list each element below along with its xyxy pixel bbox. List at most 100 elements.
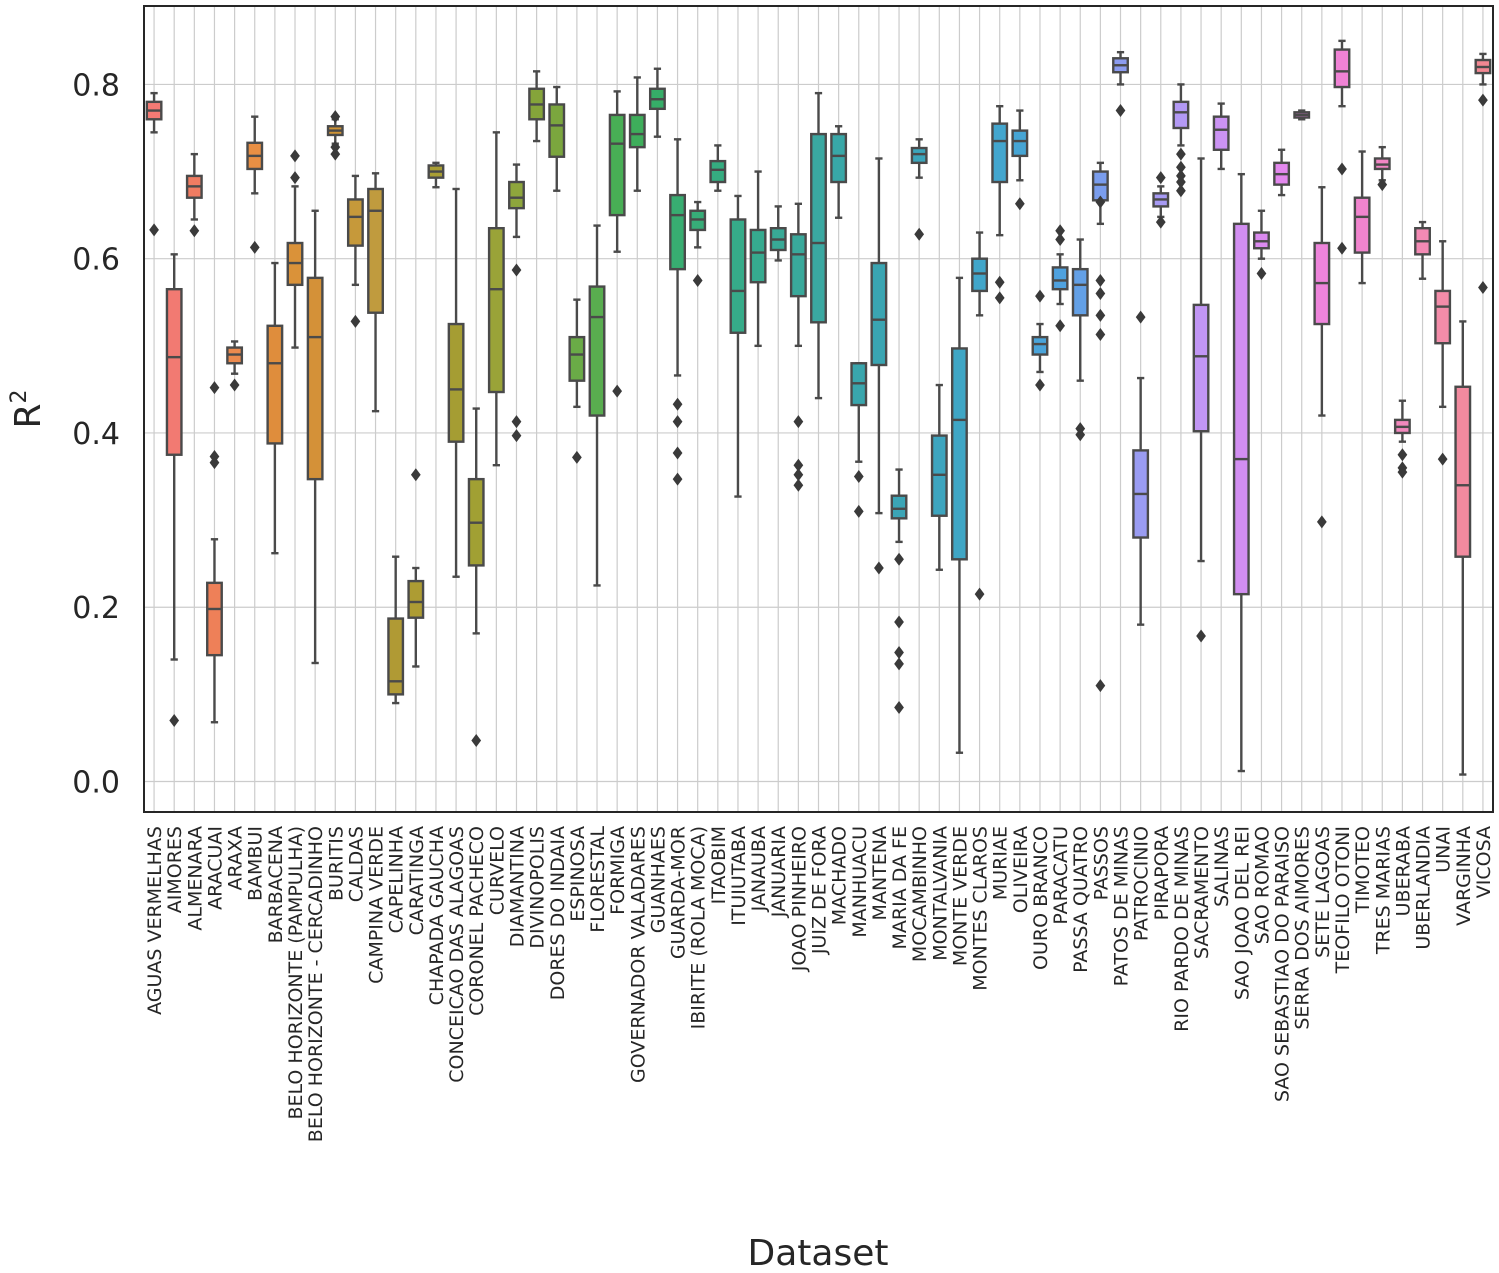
box-almenara: [185, 152, 203, 238]
box-caldas: [346, 174, 364, 328]
box-buritis: [326, 110, 344, 161]
outlier-point: [1256, 267, 1267, 281]
x-tick-label: CALDAS: [345, 826, 367, 902]
outlier-point: [894, 552, 904, 566]
x-tick-label: ALMENARA: [184, 826, 206, 931]
box-machado: [830, 125, 848, 219]
box-januaria: [769, 205, 787, 262]
x-tick-label: CORONEL PACHECO: [466, 826, 488, 1016]
box-capelinha: [387, 555, 405, 705]
outlier-point: [189, 224, 200, 238]
outlier-point: [793, 478, 804, 492]
box-series: [145, 39, 1492, 776]
x-tick-label: UNAI: [1433, 826, 1455, 873]
box-iqr: [367, 187, 384, 314]
box-aimores: [165, 253, 183, 728]
x-axis-category-labels: AGUAS VERMELHASAIMORESALMENARAARACUAIARA…: [144, 826, 1495, 1143]
outlier-point: [511, 263, 522, 277]
box-patrocinio: [1132, 310, 1150, 626]
box-manhuacu: [850, 362, 868, 518]
box-unai: [1434, 240, 1452, 466]
box-iqr: [588, 285, 606, 417]
box-iqr: [749, 228, 767, 284]
box-iqr: [165, 287, 183, 456]
box-joao-pinheiro: [789, 202, 807, 492]
box-vicosa: [1474, 52, 1492, 294]
outlier-point: [1337, 162, 1347, 176]
outlier-point: [793, 458, 804, 472]
box-iqr: [1192, 303, 1210, 433]
outlier-point: [1196, 629, 1206, 643]
x-tick-label: MONTALVANIA: [929, 826, 951, 961]
outlier-point: [1478, 280, 1488, 294]
box-iqr: [508, 180, 525, 210]
outlier-point: [914, 227, 925, 241]
x-tick-label: MANTENA: [869, 826, 891, 920]
box-ouro-branco: [1031, 289, 1049, 392]
x-tick-label: ESPINOSA: [567, 826, 589, 922]
x-tick-label: PARACATU: [1050, 826, 1072, 925]
outlier-point: [330, 147, 341, 161]
box-varginha: [1454, 320, 1472, 776]
x-tick-label: FORMIGA: [607, 826, 629, 915]
box-iqr: [608, 113, 626, 217]
outlier-point: [511, 429, 522, 443]
box-iqr: [1172, 100, 1190, 130]
x-tick-label: BARBACENA: [265, 826, 287, 943]
box-chapada-gaucha: [427, 161, 445, 189]
box-iqr: [870, 261, 888, 367]
outlier-point: [1095, 287, 1106, 301]
x-tick-label: SALINAS: [1211, 826, 1233, 907]
box-iqr: [548, 103, 566, 158]
box-iqr: [1071, 267, 1089, 317]
x-tick-label: TRES MARIAS: [1372, 826, 1394, 955]
box-timoteo: [1353, 150, 1371, 285]
box-sao-romao: [1253, 209, 1270, 281]
outlier-point: [1155, 215, 1166, 229]
outlier-point: [1055, 233, 1065, 247]
outlier-point: [1095, 327, 1106, 341]
outlier-point: [672, 397, 683, 411]
x-tick-label: SETE LAGOAS: [1312, 826, 1334, 958]
y-tick-label: 0.4: [72, 417, 120, 452]
box-iqr: [1011, 129, 1029, 158]
x-tick-label: SACRAMENTO: [1191, 826, 1213, 959]
box-montalvania: [930, 383, 948, 571]
box-guanhaes: [648, 67, 666, 138]
x-tick-label: BAMBUI: [245, 826, 267, 901]
outlier-point: [471, 734, 482, 748]
box-iqr: [1031, 335, 1049, 356]
outlier-point: [511, 415, 522, 429]
outlier-point: [853, 470, 864, 484]
outlier-point: [1437, 452, 1448, 466]
outlier-point: [894, 646, 904, 660]
x-tick-label: CURVELO: [486, 826, 508, 915]
x-tick-label: JANAUBA: [748, 826, 770, 912]
box-iqr: [628, 113, 646, 149]
box-iqr: [789, 233, 807, 298]
x-tick-label: UBERLANDIA: [1413, 826, 1435, 950]
y-tick-label: 0.6: [72, 243, 120, 278]
outlier-point: [290, 149, 300, 163]
x-tick-label: ITUIUTABA: [728, 826, 750, 926]
outlier-point: [149, 223, 159, 237]
x-tick-label: PASSOS: [1090, 826, 1112, 900]
box-iqr: [407, 579, 425, 619]
box-juiz-de-fora: [810, 91, 827, 400]
box-serra-dos-aimores: [1293, 109, 1311, 121]
box-iqr: [1232, 222, 1250, 596]
box-tres-marias: [1373, 145, 1391, 192]
box-campina-verde: [367, 172, 384, 413]
box-passa-quatro: [1071, 238, 1089, 442]
box-ibirite-rola-moca-: [689, 200, 707, 287]
outlier-point: [994, 291, 1005, 305]
x-tick-label: DIVINOPOLIS: [527, 826, 549, 949]
box-paracatu: [1051, 224, 1069, 333]
box-iqr: [910, 146, 928, 165]
outlier-point: [793, 415, 804, 429]
x-tick-label: PATOS DE MINAS: [1111, 826, 1133, 986]
box-espinosa: [568, 298, 586, 464]
x-tick-label: GOVERNADOR VALADARES: [627, 826, 649, 1083]
x-tick-label: MACHADO: [829, 826, 851, 925]
x-tick-label: UBERABA: [1392, 826, 1414, 916]
